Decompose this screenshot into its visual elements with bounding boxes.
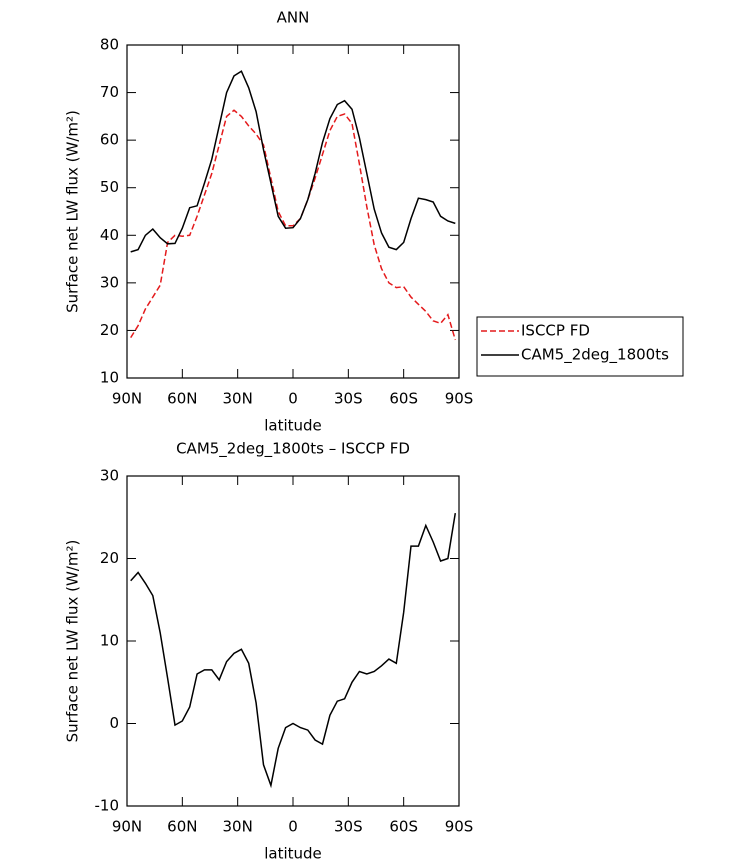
x-tick-label: 30S xyxy=(334,818,363,836)
legend-box xyxy=(476,316,684,377)
y-tick-label: 20 xyxy=(100,321,119,339)
x-tick-label: 60N xyxy=(167,818,197,836)
legend: ISCCP FD CAM5_2deg_1800ts xyxy=(476,316,684,377)
x-tick-label: 30N xyxy=(223,390,253,408)
y-tick-label: 30 xyxy=(100,467,119,485)
y-tick-label: 40 xyxy=(100,226,119,244)
legend-label: ISCCP FD xyxy=(521,322,590,340)
x-tick-label: 0 xyxy=(288,390,298,408)
x-tick-label: 90S xyxy=(445,390,474,408)
x-tick-label: 90S xyxy=(445,818,474,836)
x-tick-label: 0 xyxy=(288,818,298,836)
x-tick-label: 90N xyxy=(112,390,142,408)
x-tick-label: 60S xyxy=(389,818,418,836)
x-tick-label: 30S xyxy=(334,390,363,408)
plot-frame xyxy=(126,44,460,379)
y-tick-label: 50 xyxy=(100,178,119,196)
y-tick-label: -10 xyxy=(95,797,120,815)
y-tick-label: 10 xyxy=(100,632,119,650)
plot-frame xyxy=(126,475,460,807)
y-axis-label: Surface net LW flux (W/m²) xyxy=(64,110,82,313)
data-line xyxy=(130,109,457,341)
y-tick-label: 10 xyxy=(100,369,119,387)
legend-label: CAM5_2deg_1800ts xyxy=(521,346,669,365)
x-tick-label: 90N xyxy=(112,818,142,836)
y-tick-label: 70 xyxy=(100,83,119,101)
y-tick-label: 80 xyxy=(100,36,119,54)
plot: CAM5_2deg_1800ts – ISCCP FD latitude Surfa… xyxy=(64,440,474,863)
plot-title: CAM5_2deg_1800ts – ISCCP FD xyxy=(176,440,410,459)
y-tick-label: 20 xyxy=(100,549,119,567)
y-tick-label: 60 xyxy=(100,131,119,149)
x-axis-label: latitude xyxy=(264,845,322,863)
x-tick-label: 30N xyxy=(223,818,253,836)
plot-title: ANN xyxy=(277,9,310,27)
data-line xyxy=(130,70,456,253)
y-tick-label: 30 xyxy=(100,273,119,291)
plot: ANN latitude Surface net LW flux (W/m²) 10 2… xyxy=(64,9,474,435)
y-tick-label: 0 xyxy=(109,714,119,732)
x-tick-label: 60N xyxy=(167,390,197,408)
x-tick-label: 60S xyxy=(389,390,418,408)
x-axis-label: latitude xyxy=(264,417,322,435)
y-axis-label: Surface net LW flux (W/m²) xyxy=(64,540,82,743)
data-line xyxy=(130,512,457,789)
